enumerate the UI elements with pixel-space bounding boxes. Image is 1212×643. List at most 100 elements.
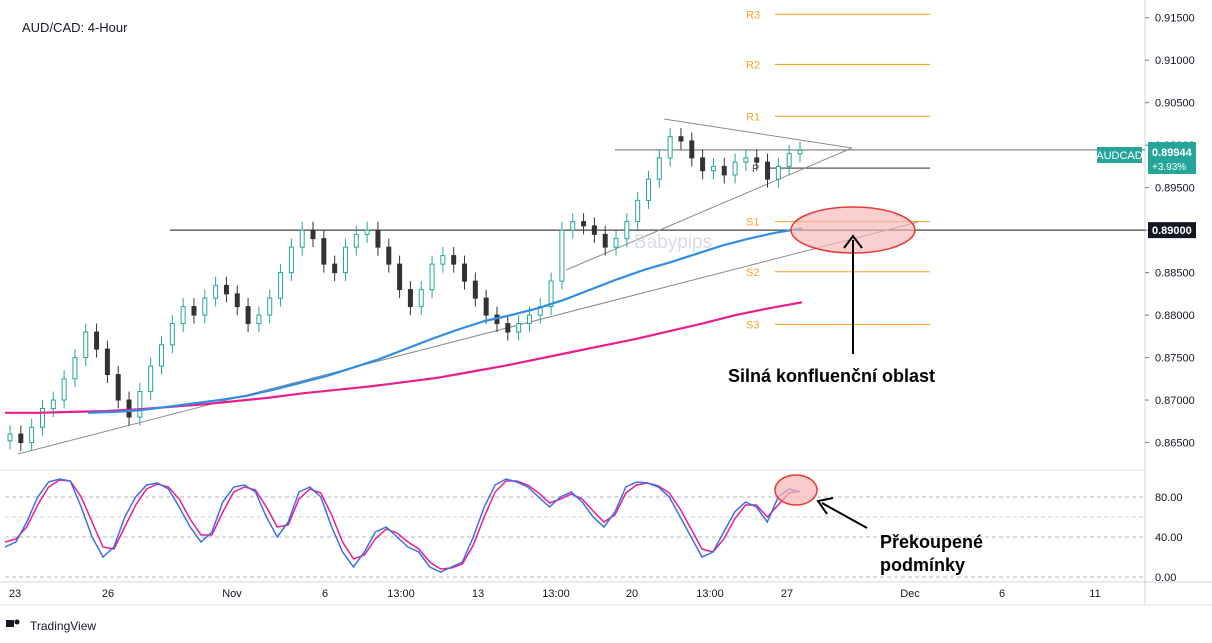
candle: [278, 264, 284, 307]
time-tick-label: 13:00: [696, 588, 724, 600]
candle-body: [180, 306, 186, 325]
tradingview-logo-dot: [14, 619, 20, 625]
candle-body: [570, 221, 576, 231]
candle: [288, 238, 294, 282]
candle: [83, 323, 89, 367]
triangle-upper-line: [663, 118, 853, 149]
candle-body: [710, 165, 716, 172]
candle: [169, 315, 175, 354]
overbought-arrowhead: [816, 497, 834, 515]
candle-body: [526, 314, 532, 325]
candle: [483, 289, 489, 324]
confluence-arrowhead: [843, 234, 863, 249]
price-tick-label: 0.91500: [1155, 13, 1195, 25]
candle: [602, 225, 608, 256]
candle: [570, 213, 576, 239]
candle-body: [667, 136, 673, 159]
pivot-label-S2: S2: [746, 267, 759, 279]
change-pct-label: +3.93%: [1152, 162, 1186, 173]
candle-body: [213, 284, 219, 299]
pivot-label-P: P: [752, 163, 759, 175]
candle: [678, 128, 684, 150]
price-tick-label: 0.87000: [1155, 395, 1195, 407]
candle: [386, 238, 392, 273]
candle-body: [267, 297, 273, 316]
candle: [321, 230, 327, 273]
pivot-label-S3: S3: [746, 319, 759, 331]
candle-body: [635, 199, 641, 223]
candle-body: [418, 289, 424, 308]
time-tick-label: 13:00: [542, 588, 570, 600]
candle-body: [288, 246, 294, 274]
candle-body: [83, 331, 89, 359]
last-price-badge: [1148, 142, 1196, 174]
time-tick-label: Nov: [222, 588, 242, 600]
time-tick-label: 11: [1089, 588, 1100, 600]
candle: [786, 145, 792, 175]
candle-body: [645, 178, 651, 201]
candle-body: [386, 246, 392, 265]
candle: [223, 276, 229, 303]
candle: [72, 349, 78, 388]
candle-body: [223, 284, 229, 295]
candle: [310, 221, 316, 248]
candle-body: [407, 289, 413, 308]
level-badge: [1148, 222, 1196, 239]
candle: [429, 255, 435, 299]
candle-body: [18, 433, 24, 444]
candle-body: [548, 280, 554, 308]
candle-body: [332, 263, 338, 274]
candle-body: [115, 374, 121, 401]
confluence-annotation: Silná konfluenční oblast: [728, 366, 935, 386]
long-trendline: [17, 221, 919, 455]
symbol-badge: [1097, 147, 1142, 163]
pivot-label-R1: R1: [746, 111, 760, 123]
candle: [213, 276, 219, 307]
candle: [267, 289, 273, 324]
candle-body: [765, 161, 771, 180]
candle: [667, 128, 673, 167]
candle-body: [148, 365, 154, 393]
candle: [115, 366, 121, 409]
time-tick-label: 13:00: [387, 588, 415, 600]
candle-body: [613, 238, 619, 248]
level-badge-label: 0.89000: [1152, 225, 1192, 237]
price-tick-label: 0.90500: [1155, 98, 1195, 110]
candle: [548, 272, 554, 316]
pivot-label-S1: S1: [746, 217, 759, 229]
candle: [689, 132, 695, 167]
candle-body: [321, 238, 327, 265]
stoch-d-line: [4, 479, 801, 570]
last-price-label: 0.89944: [1152, 147, 1193, 159]
candle: [559, 221, 565, 290]
candle: [375, 221, 381, 256]
candle-body: [191, 306, 197, 316]
candle: [234, 285, 240, 316]
candle-body: [29, 426, 35, 444]
candle: [7, 425, 13, 450]
chart-title: AUD/CAD: 4-Hour: [22, 20, 128, 35]
candle-body: [375, 229, 381, 248]
candle-body: [559, 229, 565, 282]
stoch-tick-label: 40.00: [1155, 532, 1183, 544]
candle-body: [72, 357, 78, 380]
candle-body: [7, 433, 13, 442]
candle: [591, 217, 597, 243]
tradingview-logo: TradingView: [6, 619, 96, 633]
candle-body: [678, 136, 684, 142]
candle-body: [137, 391, 143, 418]
candle: [202, 289, 208, 324]
candle: [656, 149, 662, 188]
candle: [732, 153, 738, 184]
candle: [299, 221, 305, 256]
candle-body: [754, 157, 760, 163]
candle: [700, 149, 706, 180]
candle: [353, 225, 359, 256]
candle-body: [429, 263, 435, 291]
candle-body: [256, 314, 262, 325]
candle: [635, 191, 641, 231]
candle-body: [61, 378, 67, 401]
time-tick-label: 6: [999, 588, 1005, 600]
time-tick-label: 27: [781, 588, 793, 600]
time-tick-label: 13: [472, 588, 484, 600]
